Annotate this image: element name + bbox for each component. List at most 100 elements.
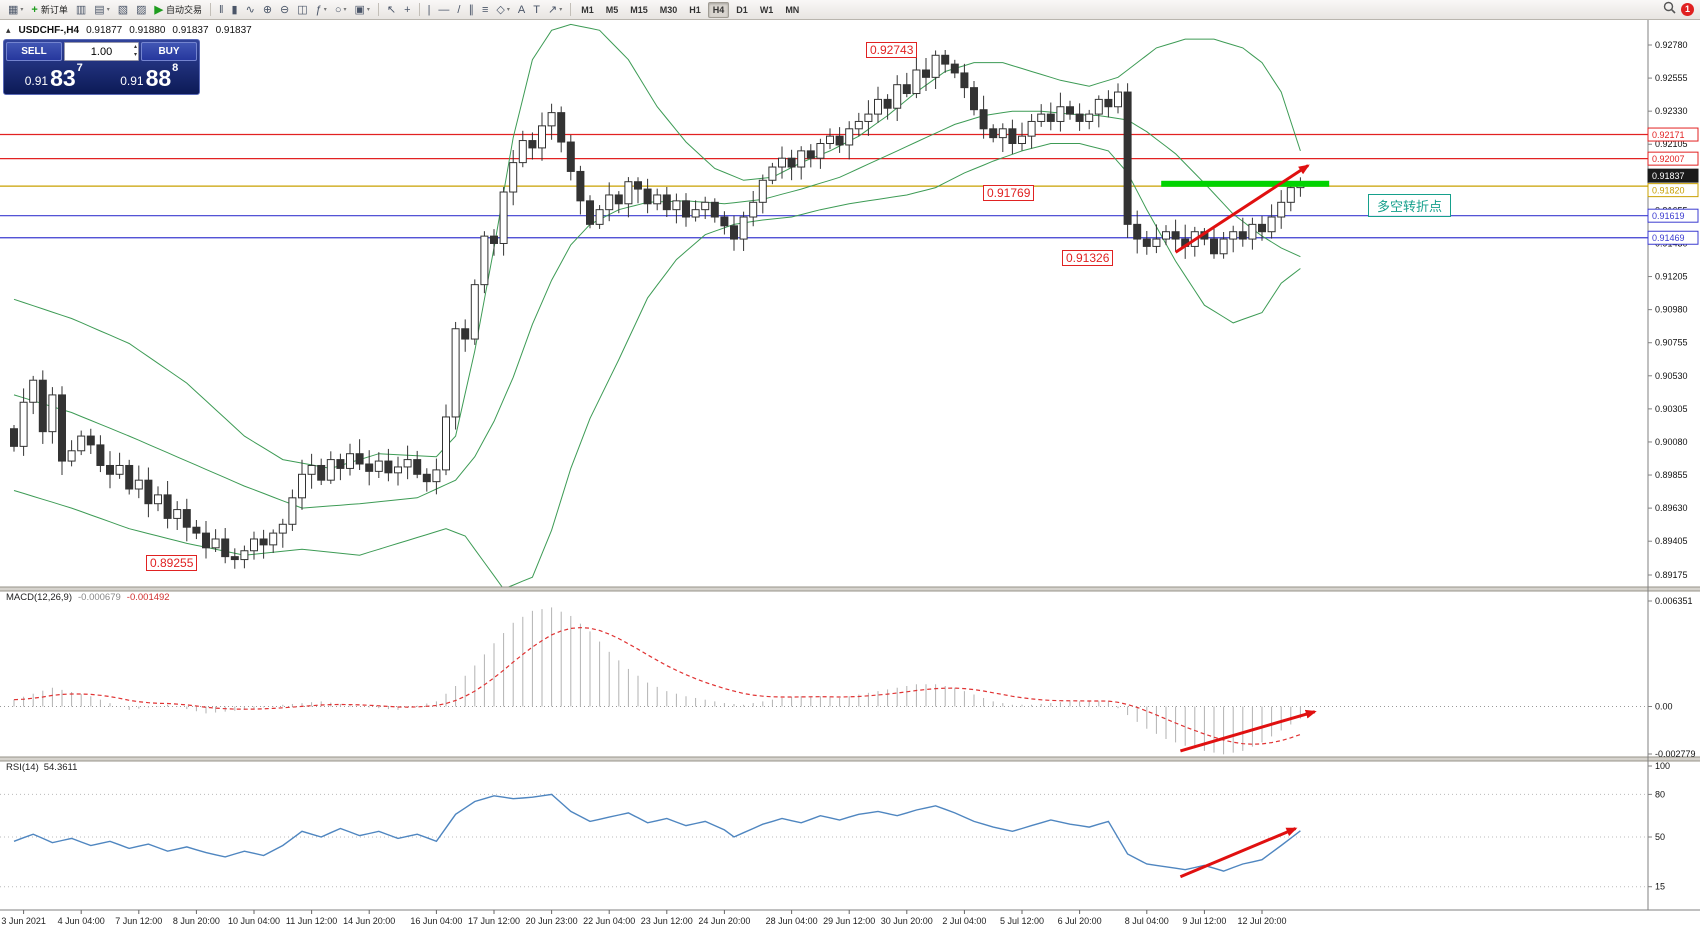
arrows-icon[interactable]: ↗ ▾: [545, 2, 565, 18]
one-click-toggle-icon[interactable]: ▴: [6, 25, 11, 35]
profiles-icon[interactable]: ▤ ▾: [91, 2, 112, 18]
rsi-axis-label: 50: [1655, 832, 1665, 842]
new-chart-icon-dropdown-icon[interactable]: ▾: [20, 7, 24, 13]
channel-icon[interactable]: ∥: [465, 2, 477, 18]
main-trend-arrow[interactable]: [1174, 164, 1310, 254]
candle-body: [461, 328, 470, 340]
sell-button[interactable]: SELL: [6, 42, 62, 61]
volume-down-icon[interactable]: ▾: [133, 52, 137, 58]
candle-body: [1162, 231, 1170, 240]
volume-value: 1.00: [90, 45, 113, 58]
sell-price-prefix: 0.91: [24, 74, 49, 88]
zoom-in-icon[interactable]: ⊕: [260, 2, 275, 18]
buy-button[interactable]: BUY: [141, 42, 197, 61]
indicators-icon[interactable]: ƒ ▾: [313, 2, 330, 18]
price-tag-0.91619[interactable]: 0.91619: [1647, 208, 1699, 223]
new-chart-icon[interactable]: ▦ ▾: [5, 2, 26, 18]
periods-icon-dropdown-icon[interactable]: ▾: [343, 7, 347, 13]
timeframe-button-h4[interactable]: H4: [707, 1, 730, 18]
arrows-icon: ↗: [547, 3, 558, 16]
rsi-layer: [0, 793, 1648, 888]
periods-icon[interactable]: ○ ▾: [332, 2, 350, 18]
candle-body: [240, 550, 249, 561]
navigator-icon[interactable]: ▨: [133, 2, 149, 18]
volume-spinner[interactable]: ▴ ▾: [134, 43, 137, 59]
candle-body: [470, 284, 479, 340]
time-axis-label: 23 Jun 12:00: [641, 916, 693, 926]
current-price-tag[interactable]: 0.91837: [1647, 168, 1699, 183]
tile-windows-icon[interactable]: ◫: [294, 2, 310, 18]
price-tag-0.92171[interactable]: 0.92171: [1647, 127, 1699, 142]
volume-input[interactable]: 1.00 ▴ ▾: [64, 42, 139, 61]
timeframe-button-m15[interactable]: M15: [630, 4, 648, 15]
chart-ohlc-line: ▴ USDCHF-,H4 0.91877 0.91880 0.91837 0.9…: [6, 25, 252, 36]
price-axis-label: 0.90305: [1655, 404, 1688, 414]
candle-body: [1258, 223, 1266, 233]
bar-chart-icon[interactable]: ‖: [216, 2, 227, 18]
cursor-icon[interactable]: ↖: [384, 2, 399, 18]
price-tag-0.92007[interactable]: 0.92007: [1647, 151, 1699, 166]
trendline-icon[interactable]: /: [454, 2, 463, 18]
support-highlight-line[interactable]: [1161, 180, 1330, 187]
templates-icon: ▣: [354, 3, 365, 16]
candle-body: [394, 466, 402, 474]
market-watch-icon[interactable]: ▧: [115, 2, 131, 18]
candle-body: [547, 112, 556, 127]
label-icon[interactable]: T: [530, 2, 543, 18]
profiles-icon-dropdown-icon[interactable]: ▾: [106, 7, 110, 13]
timeframe-button-m1[interactable]: M1: [581, 4, 594, 15]
line-chart-icon[interactable]: ∿: [243, 2, 258, 18]
panel-splitter[interactable]: [0, 757, 1700, 761]
new-order-button[interactable]: + 新订单: [28, 2, 70, 18]
swing-high-label[interactable]: 0.92743: [866, 42, 918, 58]
candle-body: [403, 459, 412, 468]
shapes-icon[interactable]: ◇ ▾: [493, 2, 512, 18]
swing-low-label[interactable]: 0.91326: [1062, 250, 1114, 266]
timeframe-button-w1[interactable]: W1: [759, 4, 774, 15]
indicators-icon-dropdown-icon[interactable]: ▾: [323, 7, 327, 13]
buy-price[interactable]: 0.91 88 8: [102, 61, 198, 92]
crosshair-icon[interactable]: +: [401, 2, 413, 18]
timeframe-button-m30[interactable]: M30: [659, 4, 678, 15]
macd-trend-arrow[interactable]: [1179, 709, 1317, 753]
candle-body: [413, 459, 422, 475]
price-tag-0.91820[interactable]: 0.91820: [1647, 183, 1699, 198]
svg-text:0.91619: 0.91619: [1652, 211, 1685, 221]
horizontal-line-icon[interactable]: ―: [435, 2, 452, 18]
templates-icon[interactable]: ▣ ▾: [351, 2, 372, 18]
timeframe-button-m5[interactable]: M5: [605, 4, 619, 15]
autotrade-button[interactable]: ▶ 自动交易: [152, 2, 205, 18]
fibonacci-icon[interactable]: ≡: [479, 2, 491, 18]
navigator-icon: ▨: [136, 3, 147, 16]
mid-level-label[interactable]: 0.91769: [983, 185, 1035, 201]
indicators-icon: ƒ: [315, 3, 322, 16]
price-chart-canvas[interactable]: 0.927800.925550.923300.921050.918800.916…: [0, 20, 1700, 942]
candle-body: [1104, 98, 1113, 108]
volume-up-icon[interactable]: ▴: [133, 44, 137, 50]
sell-price[interactable]: 0.91 83 7: [6, 61, 102, 92]
candle-body: [922, 69, 930, 78]
charts-icon[interactable]: ▥: [73, 2, 89, 18]
timeframe-button-h1[interactable]: H1: [689, 4, 701, 15]
search-icon[interactable]: [1663, 1, 1676, 19]
panel-splitter[interactable]: [0, 587, 1700, 591]
vertical-line-icon[interactable]: |: [425, 2, 434, 18]
templates-icon-dropdown-icon[interactable]: ▾: [366, 7, 370, 13]
toolbar-separator: [377, 3, 379, 16]
candle-body: [1075, 113, 1084, 122]
timeframe-button-mn[interactable]: MN: [785, 4, 800, 15]
text-icon[interactable]: A: [515, 2, 528, 18]
price-tag-0.91469[interactable]: 0.91469: [1647, 230, 1699, 245]
notification-badge[interactable]: 1: [1681, 3, 1694, 16]
toolbar-separator: [210, 3, 211, 16]
timeframe-button-d1[interactable]: D1: [736, 4, 748, 15]
turning-point-label[interactable]: 多空转折点: [1368, 194, 1452, 217]
sell-price-big: 83: [50, 65, 76, 91]
arrows-icon-dropdown-icon[interactable]: ▾: [559, 7, 563, 13]
candlestick-chart-icon[interactable]: ▮: [229, 2, 241, 18]
shapes-icon-dropdown-icon[interactable]: ▾: [506, 7, 510, 13]
candle-body: [422, 473, 431, 483]
left-low-label[interactable]: 0.89255: [146, 555, 198, 571]
rsi-trend-arrow[interactable]: [1179, 827, 1298, 879]
zoom-out-icon[interactable]: ⊖: [277, 2, 292, 18]
